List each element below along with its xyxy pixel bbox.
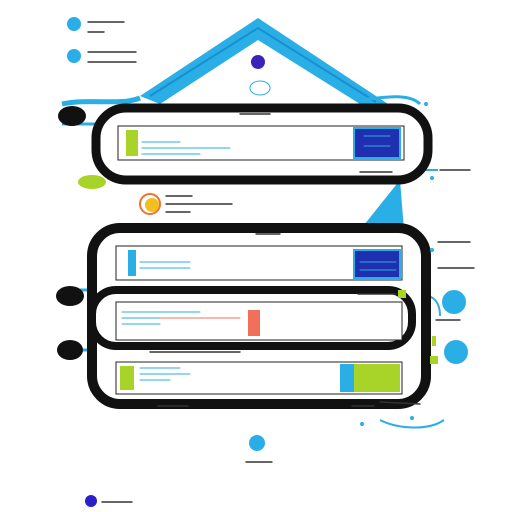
drop-3 [430, 248, 434, 252]
right-cyan-circle-2 [444, 340, 468, 364]
blue-dot-icon [85, 495, 97, 507]
connector-bottom [379, 419, 445, 429]
cyan-dot-icon [67, 49, 81, 63]
panel-bottom-lime [120, 366, 134, 390]
roof-outer [140, 18, 388, 104]
rail-left [61, 95, 141, 107]
purple-dot-icon [251, 55, 265, 69]
cyan-oval-icon [249, 80, 271, 96]
rail-right [359, 95, 422, 106]
left-badge-2 [56, 286, 84, 306]
right-lime-block [430, 356, 438, 364]
yellow-fill-icon [145, 198, 159, 212]
panel-lower-1-blue [353, 249, 401, 279]
drop-4 [360, 422, 364, 426]
roof-stripe [149, 26, 377, 103]
lime-bar-right [432, 336, 436, 346]
cyan-dot-icon [67, 17, 81, 31]
left-badge-3 [57, 340, 83, 360]
right-cyan-circle-1 [442, 290, 466, 314]
panel-bottom-lime-2 [354, 364, 400, 392]
left-badge-1 [58, 106, 86, 126]
panel-middle-coral [248, 310, 260, 336]
lime-pill-icon [78, 175, 106, 189]
right-lime-square [398, 290, 406, 298]
drop-2 [430, 176, 434, 180]
panel-bottom-cyan [340, 364, 354, 392]
panel-top-blue [353, 127, 401, 159]
panel-top-lime [126, 130, 138, 156]
panel-lower-1-cyan [128, 250, 136, 276]
drop-5 [410, 416, 414, 420]
drop-1 [424, 102, 428, 106]
cyan-dot-icon [249, 435, 265, 451]
side-wedge [360, 180, 404, 230]
